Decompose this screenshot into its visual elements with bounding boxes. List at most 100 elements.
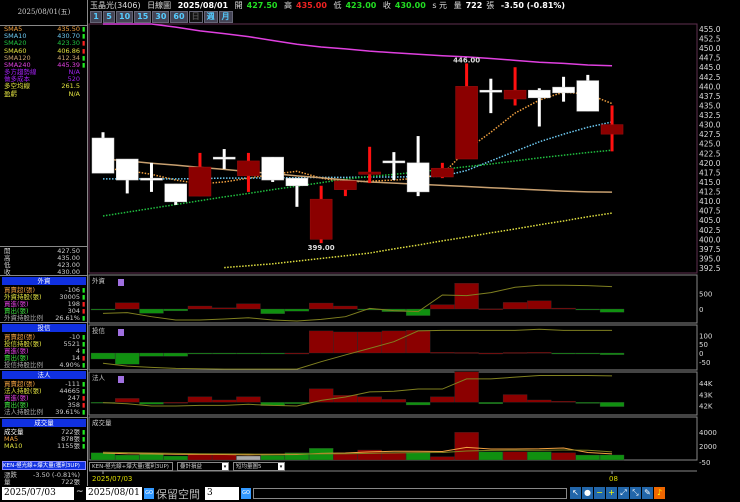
strategy-label[interactable]: KEN-極光線+爆大量(獲利3UP) bbox=[2, 461, 86, 470]
row-label: 外資持股比例 bbox=[4, 314, 43, 322]
candle[interactable] bbox=[164, 183, 187, 203]
row-label: SMA60 bbox=[4, 46, 27, 55]
panel-bar bbox=[551, 452, 576, 461]
row-label: 買進(張) bbox=[4, 347, 29, 355]
candle[interactable] bbox=[406, 162, 430, 193]
candle[interactable] bbox=[140, 177, 163, 181]
end-date-input[interactable]: 2025/08/01 bbox=[86, 487, 142, 500]
price-axis-tick: 442.5 bbox=[699, 73, 721, 82]
panel-bar bbox=[236, 352, 261, 355]
panel-bar bbox=[163, 352, 188, 357]
row-value: 5521 bbox=[63, 340, 80, 348]
candle[interactable] bbox=[528, 89, 551, 99]
section-row: 賣出(張) 14 ▮ bbox=[2, 355, 86, 363]
price-axis-tick: 425.0 bbox=[699, 140, 721, 149]
candle[interactable] bbox=[552, 86, 575, 94]
panel-axis-tick: 4000 bbox=[699, 429, 717, 437]
candle[interactable] bbox=[382, 160, 406, 164]
high-label: 高 bbox=[284, 1, 293, 10]
candle[interactable] bbox=[600, 124, 624, 135]
low-label: 低 bbox=[333, 1, 342, 10]
arrow-down-icon: ▮ bbox=[82, 62, 86, 69]
arrow-down-icon: ▮ bbox=[82, 388, 86, 395]
row-value: 358 bbox=[67, 401, 80, 409]
period-button-6[interactable]: 日 bbox=[188, 11, 203, 23]
candle[interactable] bbox=[431, 167, 454, 178]
alert-bell-icon[interactable]: ♪ bbox=[654, 487, 665, 499]
draw-icon[interactable]: ⤢ bbox=[618, 487, 629, 499]
panel-axis-tick: 0 bbox=[699, 350, 703, 358]
candle[interactable] bbox=[237, 160, 260, 177]
section-row: 成交量 722張 ▮ bbox=[2, 429, 86, 437]
period-button-7[interactable]: 週 bbox=[203, 11, 218, 23]
period-button-1[interactable]: 5 bbox=[103, 11, 115, 23]
period-button-4[interactable]: 30 bbox=[152, 11, 170, 23]
period-button-2[interactable]: 10 bbox=[116, 11, 134, 23]
panel-axis-tick: 43K bbox=[699, 392, 713, 400]
reserve-go-button[interactable]: GO bbox=[241, 488, 251, 499]
candle[interactable] bbox=[309, 198, 333, 240]
panel-bar bbox=[115, 352, 140, 365]
price-axis-tick: 455.0 bbox=[699, 25, 721, 34]
row-value: 423.30 bbox=[57, 39, 80, 48]
panel-settings-icon[interactable] bbox=[118, 329, 124, 336]
candle[interactable] bbox=[188, 166, 212, 197]
horizontal-scrollbar[interactable] bbox=[253, 488, 567, 499]
profit-dropdown[interactable]: 疊計損益 ▾ bbox=[177, 462, 229, 471]
row-value: 722張 bbox=[61, 478, 80, 486]
go-button[interactable]: GO bbox=[144, 488, 154, 499]
period-button-0[interactable]: 1 bbox=[90, 11, 102, 23]
candle[interactable] bbox=[479, 89, 503, 93]
candle[interactable] bbox=[334, 180, 357, 190]
start-date-input[interactable]: 2025/07/03 bbox=[2, 487, 74, 500]
panel-bar bbox=[260, 352, 285, 355]
panel-bar bbox=[187, 454, 213, 461]
row-value: 430.70 bbox=[57, 32, 80, 41]
panel-bar bbox=[139, 352, 164, 357]
panel-bar bbox=[527, 352, 552, 354]
candle[interactable] bbox=[212, 156, 236, 160]
period-button-5[interactable]: 60 bbox=[170, 11, 188, 23]
candle[interactable] bbox=[358, 171, 381, 175]
row-label: 投信持股比例 bbox=[4, 361, 43, 369]
zoom-in-icon[interactable]: + bbox=[606, 487, 617, 499]
panel-bar bbox=[333, 453, 358, 461]
cumulative-line bbox=[102, 284, 613, 322]
section-row: 投信持股(張) 5521 ▮ bbox=[2, 340, 86, 349]
candle[interactable] bbox=[115, 158, 139, 181]
chevron-down-icon: ▾ bbox=[278, 463, 284, 470]
zoom-out-icon[interactable]: − bbox=[594, 487, 605, 499]
low-value: 423.00 bbox=[345, 1, 377, 10]
period-button-3[interactable]: 15 bbox=[134, 11, 152, 23]
change-row: 漲跌 -3.50 (-0.81%) bbox=[2, 472, 86, 479]
arrow-down-icon: ▮ bbox=[82, 436, 86, 443]
section-row: 買賣超(張) -10 ▮ bbox=[2, 334, 86, 342]
arrow-down-icon: ▮ bbox=[82, 26, 86, 33]
candle[interactable] bbox=[91, 137, 115, 174]
fit-icon[interactable]: ⤡ bbox=[630, 487, 641, 499]
open-label: 開 bbox=[234, 1, 243, 10]
cursor-icon[interactable]: ↖ bbox=[570, 487, 581, 499]
candle[interactable] bbox=[285, 177, 309, 187]
info-icon[interactable]: ● bbox=[582, 487, 593, 499]
panel-settings-icon[interactable] bbox=[118, 279, 124, 286]
reserve-input[interactable]: 3 bbox=[205, 487, 239, 500]
price-axis-tick: 412.5 bbox=[699, 188, 721, 197]
strategy-dropdown[interactable]: KEN-極光線+爆大量(獲利3UP) bbox=[89, 462, 173, 471]
candle[interactable] bbox=[503, 89, 527, 100]
row-label: SMA10 bbox=[4, 32, 27, 41]
row-label: 買進(張) bbox=[4, 300, 29, 308]
divider bbox=[0, 25, 88, 26]
panel-bar bbox=[115, 398, 140, 403]
candle[interactable] bbox=[261, 156, 284, 181]
pen-icon[interactable]: ✎ bbox=[642, 487, 653, 499]
period-button-8[interactable]: 月 bbox=[218, 11, 233, 23]
panel-bar bbox=[502, 302, 528, 310]
price-axis-tick: 430.0 bbox=[699, 121, 721, 130]
candle[interactable] bbox=[576, 80, 600, 112]
arrow-down-icon: ▮ bbox=[82, 381, 86, 388]
panel-settings-icon[interactable] bbox=[118, 376, 124, 383]
volume-ma-dropdown[interactable]: 短均量圖5 ▾ bbox=[233, 462, 285, 471]
candle[interactable] bbox=[455, 86, 478, 160]
